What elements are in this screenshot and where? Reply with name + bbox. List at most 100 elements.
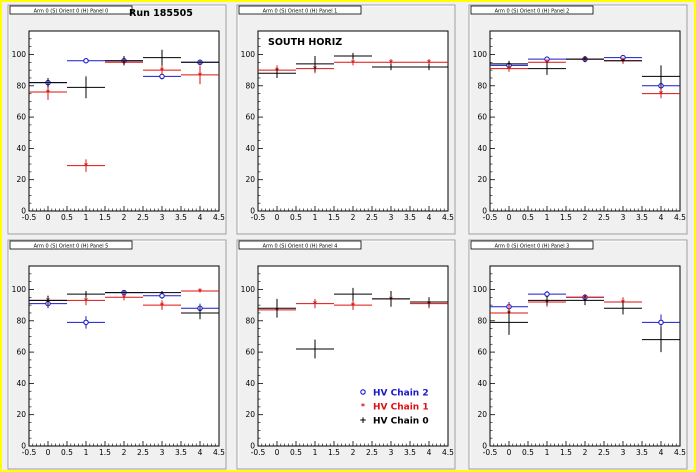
panel-title: Arm 0 (S) Orient 0 (H) Panel 2 [495,9,570,15]
x-tick-label: -0.5 [483,213,498,222]
panel-title-box [238,240,362,250]
x-tick-label: 3.5 [175,448,187,457]
data-point [604,302,642,315]
x-tick-label: 2 [351,213,356,222]
panel-title-box [238,5,362,15]
marker-star: * [198,71,203,80]
x-tick-label: 1 [545,213,550,222]
x-tick-label: 1.5 [99,448,111,457]
data-point [67,57,105,64]
x-tick-label: 4 [198,213,203,222]
legend-item: * HV Chain 1 [361,402,429,413]
y-tick-label: 0 [21,207,26,216]
panel-annotation: SOUTH HORIZ [268,37,342,48]
y-tick-label: 40 [16,144,26,153]
x-tick-label: 1 [84,213,89,222]
x-tick-label: 1.5 [560,448,572,457]
marker-star: * [659,90,664,99]
data-point: * [642,88,680,99]
data-point: * [143,65,181,75]
panel-annotation: Run 185505 [129,8,193,19]
data-point [67,291,105,298]
marker-star: * [160,66,165,75]
data-point [143,291,181,295]
data-point [566,56,604,63]
data-point [604,59,642,63]
x-tick-label: 1.5 [328,213,340,222]
panel-title: Arm 0 (S) Orient 0 (H) Panel 5 [34,244,109,250]
panel-title: Arm 0 (S) Orient 0 (H) Panel 4 [263,244,338,250]
y-tick-label: 40 [477,379,487,388]
data-point [372,291,410,307]
x-tick-label: 2 [122,213,127,222]
y-tick-label: 100 [473,50,488,59]
x-tick-label: 2.5 [598,448,610,457]
panel-title-box [470,240,594,250]
x-tick-label: 3 [621,448,626,457]
y-tick-label: 60 [245,113,255,122]
x-tick-label: -0.5 [483,448,498,457]
x-tick-label: 0.5 [61,448,73,457]
x-tick-label: 1 [313,213,318,222]
data-point [67,76,105,99]
x-tick-label: 4 [427,448,432,457]
y-tick-label: 100 [473,285,488,294]
x-tick-label: 0 [46,448,51,457]
x-tick-label: 1 [84,448,89,457]
y-tick-label: 20 [245,410,255,419]
x-tick-label: 3.5 [636,213,648,222]
y-tick-label: 20 [16,175,26,184]
marker-circle [658,319,664,326]
data-point [67,316,105,329]
legend-item: HV Chain 2 [360,389,429,399]
marker-star: * [507,65,512,74]
data-point [642,327,680,353]
x-tick-label: 4 [659,213,664,222]
data-point: * [334,300,372,310]
x-tick-label: -0.5 [251,448,266,457]
x-tick-label: 4.5 [442,448,454,457]
legend-label: HV Chain 2 [373,389,429,399]
x-tick-label: 3 [621,213,626,222]
data-point: * [181,287,219,296]
panel-2: Arm 0 (S) Orient 0 (H) Panel 2 -0.5 0 0.5 1 1… [468,4,688,235]
legend-marker-circle [360,389,366,395]
y-tick-label: 0 [21,442,26,451]
data-point [143,49,181,66]
y-tick-label: 20 [245,175,255,184]
x-tick-label: 3.5 [404,213,416,222]
y-tick-label: 80 [245,81,255,90]
legend-label: HV Chain 1 [373,403,429,413]
y-tick-label: 0 [482,442,487,451]
data-point: * [143,300,181,310]
y-tick-label: 40 [245,144,255,153]
x-tick-label: 2.5 [366,448,378,457]
x-tick-label: -0.5 [22,213,37,222]
panel-4: Arm 0 (S) Orient 0 (H) Panel 4-0.5 0 0.5 1 1… [236,239,456,470]
y-tick-label: 100 [241,50,256,59]
y-tick-label: 80 [477,316,487,325]
data-point [410,297,448,307]
data-point: * [105,293,143,302]
x-tick-label: 1.5 [99,213,111,222]
x-tick-label: 0 [507,213,512,222]
marker-star: * [122,293,127,302]
data-point [181,306,219,320]
panel-5: Arm 0 (S) Orient 0 (H) Panel 3-0.5 0 0.5 1 1… [468,239,688,470]
panel-title: Arm 0 (S) Orient 0 (H) Panel 0 [34,9,109,15]
data-point: * [296,298,334,309]
x-tick-label: 4.5 [674,213,686,222]
y-tick-label: 100 [241,285,256,294]
marker-star: * [313,300,318,309]
x-tick-label: 4.5 [213,448,225,457]
panel-title-box [9,240,133,250]
y-tick-label: 60 [245,348,255,357]
panel-title: Arm 0 (S) Orient 0 (H) Panel 3 [495,244,570,250]
x-tick-label: 1.5 [560,213,572,222]
x-tick-label: 2 [583,448,588,457]
x-tick-label: 0.5 [522,213,534,222]
legend: HV Chain 2 * HV Chain 1 + HV Chain 0 [359,389,428,427]
data-point [258,68,296,78]
marker-star: * [427,58,432,67]
